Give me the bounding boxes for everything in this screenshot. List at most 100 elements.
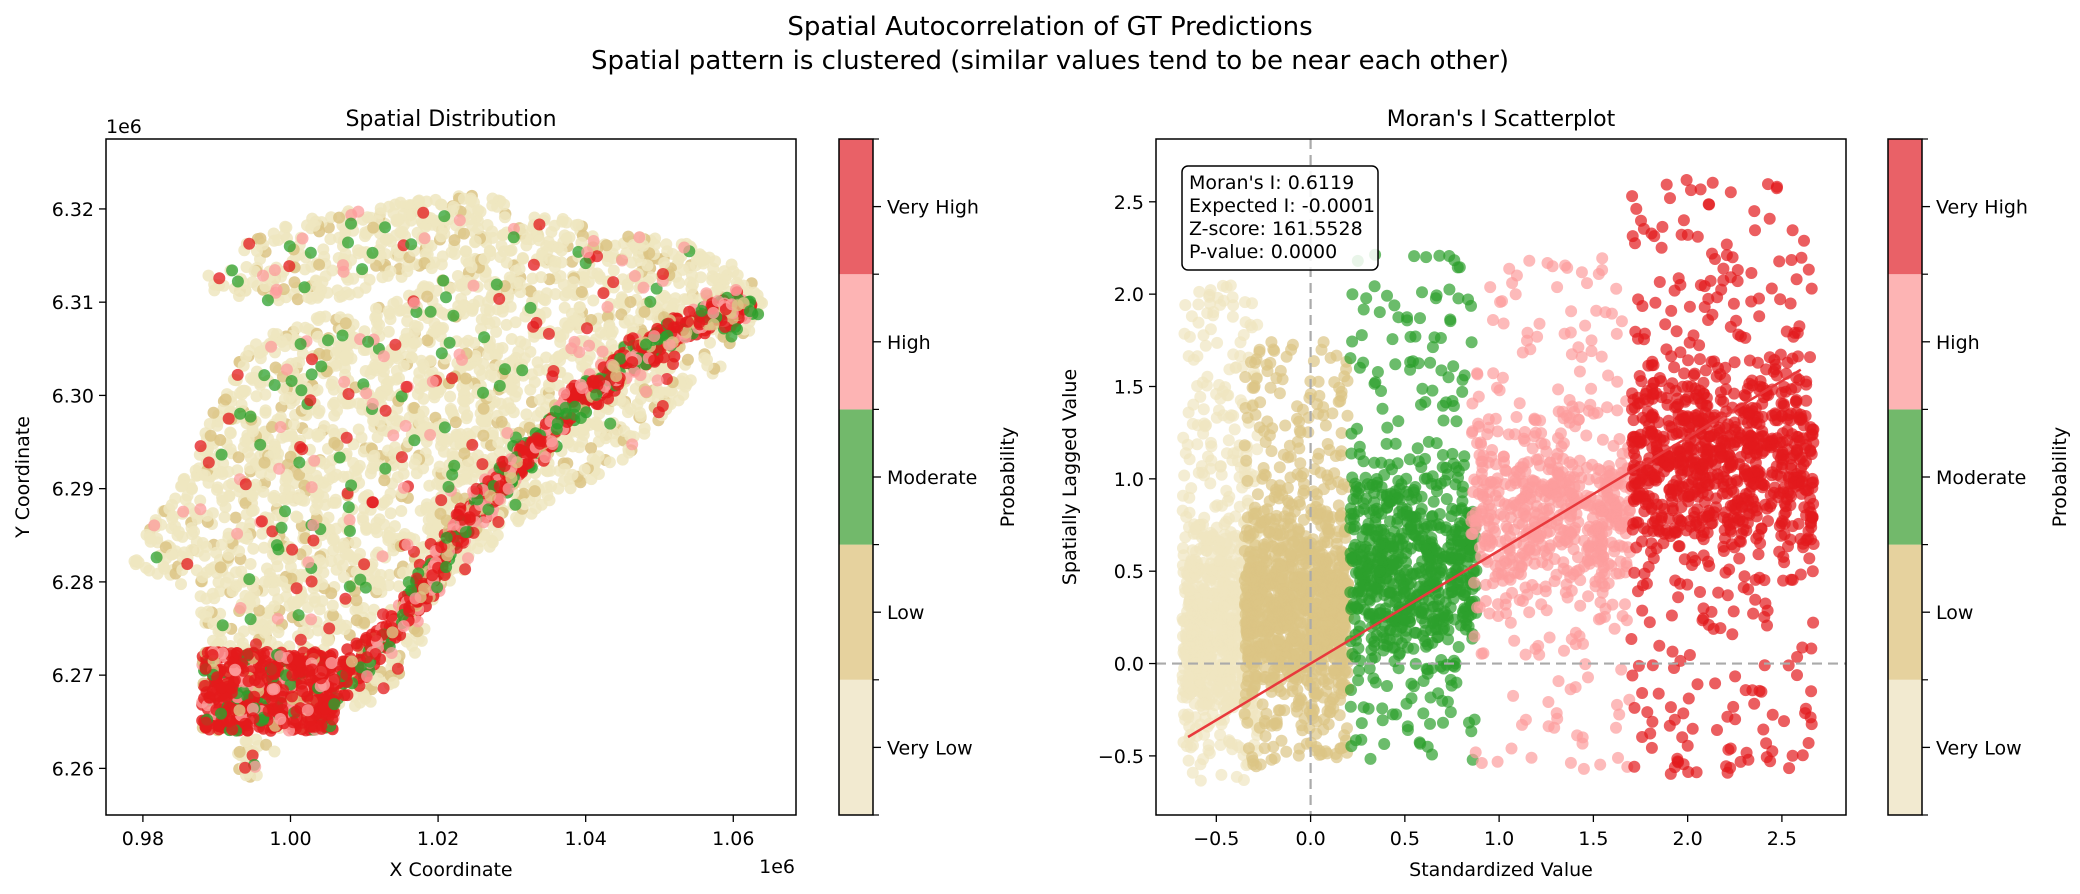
region-point [259, 404, 272, 417]
region-point [249, 478, 262, 491]
region-point [480, 303, 493, 316]
scattered-point [215, 448, 228, 461]
region-point [387, 676, 400, 689]
left-x-offset: 1e6 [759, 856, 795, 878]
scattered-point [640, 385, 652, 398]
moderate-point [440, 561, 453, 573]
region-point [496, 229, 509, 242]
region-point [190, 535, 203, 548]
scattered-point [725, 330, 738, 343]
scattered-point [305, 368, 318, 381]
scattered-point [426, 375, 439, 388]
scattered-point [369, 648, 382, 660]
scattered-point [590, 388, 603, 401]
region-point [268, 745, 281, 758]
region-point [331, 284, 344, 297]
scattered-point [243, 237, 256, 250]
region-point [219, 393, 232, 406]
scattered-point [202, 456, 215, 469]
region-point [411, 625, 424, 638]
scattered-point [213, 272, 226, 285]
region-point [229, 566, 242, 579]
region-point [539, 306, 552, 319]
cluster-point [318, 702, 331, 715]
scattered-point [437, 274, 450, 287]
scattered-point [628, 270, 641, 282]
region-point [207, 406, 220, 419]
region-point [424, 354, 437, 367]
region-point [222, 548, 235, 561]
region-point [432, 386, 445, 399]
scattered-point [269, 286, 282, 299]
region-point [536, 249, 548, 262]
region-point [633, 406, 646, 419]
region-point [185, 522, 198, 535]
region-point [258, 541, 270, 554]
region-point [464, 213, 477, 226]
scattered-point [482, 503, 495, 516]
moderate-point [640, 338, 652, 351]
scattered-point [634, 369, 647, 382]
scattered-point [435, 494, 448, 507]
left-x-axis: 0.98 1.00 1.02 1.04 1.06 [122, 815, 754, 850]
scattered-point [459, 526, 472, 539]
region-point [526, 368, 538, 381]
colorbar-tick-label: Very Low [887, 737, 973, 759]
scattered-point [438, 421, 451, 434]
scattered-point [244, 613, 257, 626]
region-point [390, 213, 403, 226]
region-point [383, 568, 396, 581]
region-point [384, 487, 397, 500]
region-point [247, 542, 260, 555]
scattered-point [231, 275, 244, 288]
scattered-point [623, 334, 636, 346]
region-point [481, 219, 494, 231]
region-point [561, 321, 574, 334]
y-tick-label: 6.26 [52, 758, 94, 780]
scattered-point [304, 246, 317, 259]
region-point [531, 409, 544, 422]
region-point [518, 498, 531, 511]
region-point [510, 511, 523, 524]
scattered-point [530, 316, 543, 329]
region-point [374, 415, 386, 428]
scattered-point [607, 276, 620, 289]
region-point [419, 248, 432, 260]
y-tick-label: 6.27 [52, 665, 94, 687]
scattered-point [274, 421, 287, 433]
region-point [494, 397, 507, 410]
region-point [459, 372, 472, 385]
region-point [384, 507, 397, 520]
scattered-point [366, 496, 379, 509]
region-point [457, 227, 470, 240]
region-point [208, 284, 221, 297]
very-high-point [522, 457, 535, 469]
scattered-point [226, 264, 239, 277]
region-point [542, 235, 555, 248]
region-point [240, 735, 253, 748]
region-point [330, 522, 343, 535]
region-point [373, 513, 386, 526]
region-point [369, 522, 382, 535]
cluster-point [265, 693, 278, 706]
scattered-point [568, 408, 581, 421]
scattered-point [249, 760, 262, 773]
scattered-point [250, 638, 262, 651]
region-point [165, 548, 178, 561]
region-point [411, 320, 424, 333]
scattered-point [711, 295, 724, 307]
region-point [618, 397, 631, 410]
region-point [554, 270, 567, 283]
cluster-point [302, 664, 315, 677]
scattered-point [408, 434, 421, 447]
high-point [707, 306, 720, 319]
scattered-point [231, 527, 244, 540]
region-point [601, 254, 614, 267]
region-point [286, 430, 299, 443]
region-point [541, 489, 554, 502]
cluster-point [314, 672, 327, 685]
region-point [701, 353, 713, 366]
region-point [567, 276, 580, 289]
region-point [486, 231, 499, 244]
scattered-point [651, 374, 664, 387]
